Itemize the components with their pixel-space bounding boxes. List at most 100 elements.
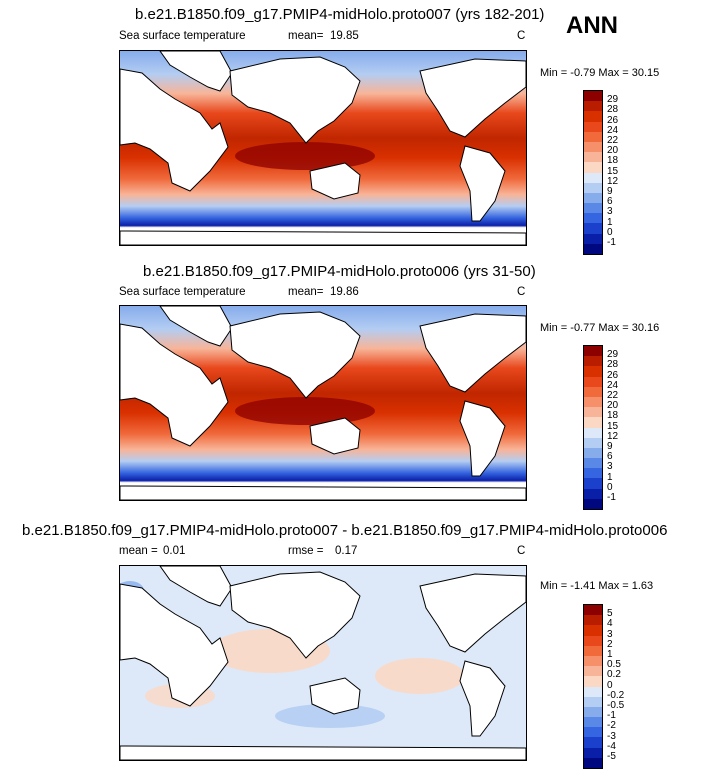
colorbar-label: 29 [607, 349, 619, 361]
colorbar-swatch [584, 111, 602, 122]
panel-2-min-label: Min = [540, 322, 568, 334]
colorbar-label: 12 [607, 175, 619, 187]
colorbar-swatch [584, 458, 602, 469]
panel-2-units: C [517, 286, 526, 298]
panel-2-mean-label: mean= [288, 286, 324, 298]
colorbar-swatch [584, 706, 602, 718]
colorbar-label: 22 [607, 390, 619, 401]
colorbar-swatch [584, 488, 602, 499]
colorbar-label: 26 [607, 114, 619, 126]
colorbar-swatch [584, 243, 602, 254]
colorbar-label: 15 [607, 420, 619, 432]
colorbar-label: -0.5 [607, 700, 625, 711]
colorbar-label: 28 [607, 359, 619, 371]
colorbar-swatch [584, 356, 602, 367]
panel-2-title: b.e21.B1850.f09_g17.PMIP4-midHolo.proto0… [143, 263, 536, 280]
panel-2-field: Sea surface temperature [119, 286, 246, 298]
colorbar-label: 6 [607, 451, 613, 463]
panel-3-title: b.e21.B1850.f09_g17.PMIP4-midHolo.proto0… [22, 522, 668, 539]
panel-3-max-value: 1.63 [631, 580, 654, 592]
colorbar-label: 2 [607, 638, 613, 650]
colorbar-label: 20 [607, 400, 619, 412]
colorbar-swatch [584, 417, 602, 428]
panel-2-colorbar [583, 345, 603, 510]
colorbar-swatch [584, 407, 602, 418]
colorbar-label: 1 [607, 216, 613, 228]
panel-2-max-value: 30.16 [631, 322, 660, 334]
colorbar-label: -1 [607, 710, 616, 722]
colorbar-label: 3 [607, 206, 613, 218]
colorbar-label: -3 [607, 730, 616, 742]
colorbar-swatch [584, 223, 602, 234]
colorbar-label: 0 [607, 481, 613, 493]
colorbar-swatch [584, 645, 602, 656]
colorbar-swatch [584, 427, 602, 438]
colorbar-swatch [584, 91, 602, 102]
colorbar-swatch [584, 213, 602, 224]
colorbar-label: -2 [607, 720, 616, 732]
panel-2-max-label: Max = [598, 322, 629, 334]
colorbar-swatch [584, 727, 602, 738]
colorbar-label: 4 [607, 618, 613, 630]
colorbar-swatch [584, 203, 602, 214]
colorbar-swatch [584, 757, 602, 768]
colorbar-swatch [584, 101, 602, 112]
colorbar-swatch [584, 162, 602, 173]
panel-3-units: C [517, 545, 526, 557]
panel-2-mean-value: 19.86 [330, 286, 359, 298]
panel-2-minmax: Min = -0.77 Max = 30.16 [540, 322, 659, 334]
colorbar-swatch [584, 192, 602, 204]
colorbar-swatch [584, 666, 602, 677]
panel-1-mean-label: mean= [288, 30, 324, 42]
colorbar-label: 15 [607, 165, 619, 177]
colorbar-label: 29 [607, 94, 619, 106]
colorbar-label: 28 [607, 104, 619, 116]
colorbar-swatch [584, 182, 602, 193]
panel-2-min-value: -0.77 [570, 322, 596, 334]
panel-1-title: b.e21.B1850.f09_g17.PMIP4-midHolo.proto0… [135, 6, 545, 23]
colorbar-swatch [584, 152, 602, 163]
colorbar-label: 20 [607, 145, 619, 157]
colorbar-label: 0.2 [607, 669, 621, 681]
colorbar-label: -4 [607, 740, 616, 752]
colorbar-label: 0 [607, 679, 613, 691]
colorbar-swatch [584, 676, 602, 687]
colorbar-swatch [584, 366, 602, 377]
colorbar-swatch [584, 396, 602, 408]
colorbar-swatch [584, 686, 602, 697]
colorbar-label: 5 [607, 608, 613, 620]
panel-3-map [119, 565, 527, 761]
panel-1-field: Sea surface temperature [119, 30, 246, 42]
panel-1-min-label: Min = [540, 67, 568, 79]
colorbar-swatch [584, 498, 602, 509]
panel-3-rmse-label: rmse = [288, 545, 324, 557]
colorbar-label: 26 [607, 369, 619, 381]
colorbar-label: 6 [607, 196, 613, 208]
colorbar-label: -0.2 [607, 689, 625, 701]
colorbar-label: 3 [607, 628, 613, 640]
colorbar-label: 3 [607, 461, 613, 473]
colorbar-swatch [584, 655, 602, 667]
colorbar-swatch [584, 437, 602, 448]
colorbar-swatch [584, 717, 602, 728]
colorbar-label: 1 [607, 649, 613, 660]
colorbar-swatch [584, 386, 602, 397]
colorbar-swatch [584, 233, 602, 244]
colorbar-label: 12 [607, 430, 619, 442]
panel-1-max-label: Max = [598, 67, 629, 79]
colorbar-swatch [584, 696, 602, 707]
panel-3-max-label: Max = [598, 580, 629, 592]
panel-3-colorbar [583, 604, 603, 769]
panel-3-rmse-value: 0.17 [335, 545, 358, 557]
colorbar-swatch [584, 468, 602, 479]
colorbar-label: 18 [607, 410, 619, 422]
panel-1-colorbar [583, 90, 603, 255]
colorbar-label: 24 [607, 124, 619, 136]
colorbar-label: 24 [607, 379, 619, 391]
colorbar-swatch [584, 478, 602, 489]
colorbar-swatch [584, 121, 602, 132]
panel-1-units: C [517, 30, 526, 42]
panel-3-minmax: Min = -1.41 Max = 1.63 [540, 580, 653, 592]
colorbar-label: 0 [607, 226, 613, 238]
panel-2-map [119, 305, 527, 501]
